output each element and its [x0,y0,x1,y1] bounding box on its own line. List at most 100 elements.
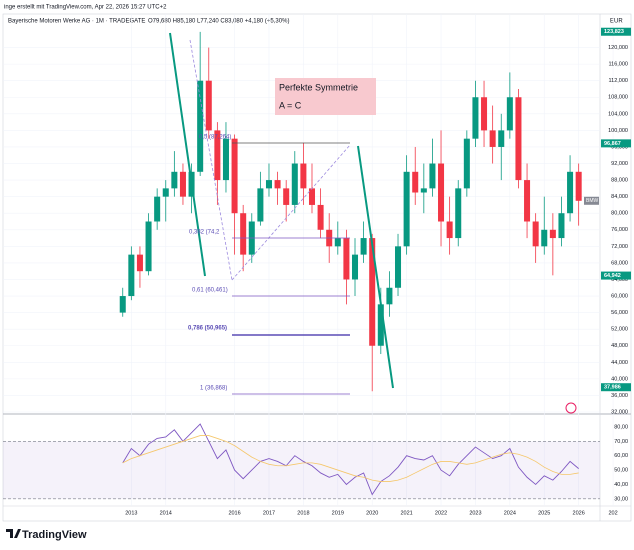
note: A = C [279,100,302,110]
x-tick-label: 2020 [366,510,378,516]
y-tick-label: 100,000 [608,128,628,134]
y-tick-label: 92,000 [611,161,628,167]
x-tick-label: 2024 [504,510,516,516]
candle-body [274,180,281,189]
price-tag [601,27,631,36]
fib-label: 1 (36,868) [200,386,227,392]
candle-body [549,229,556,239]
y-tick-label: 30,00 [614,496,628,502]
candle-body [119,296,126,313]
y-tick-label: 120,000 [608,45,628,51]
x-tick-label: 2026 [573,510,585,516]
price-tag-label: 123,823 [604,29,624,35]
candle-body [377,304,384,346]
fib-label: 0,61 (60,461) [192,288,228,294]
x-tick-label: 2022 [435,510,447,516]
candle-body [395,246,402,288]
logo-icon [6,529,21,538]
trend-line [357,145,394,389]
quote: O79,680 H85,180 L77,240 C83,080 +4,180 (… [148,19,289,25]
y-tick-label: 84,000 [611,194,628,200]
candle-body [429,163,436,189]
rsi-line [122,435,579,482]
y-tick-label: 32,000 [611,409,628,415]
candle-body [541,229,548,247]
candle-body [197,80,204,172]
candle-body [265,180,272,189]
x-tick-label: 2017 [263,510,275,516]
rsi-line [122,423,579,496]
candle-body [334,238,341,247]
candle-body [171,171,178,189]
y-tick-label: 68,000 [611,260,628,266]
y-tick-label: 104,000 [608,111,628,117]
chart-title: Bayerische Motoren Werke AG · 1M · TRADE… [8,19,145,25]
x-tick-label: 2016 [228,510,240,516]
candle-body [575,171,582,201]
y-tick-label: 70,00 [614,439,628,445]
drawings: 0,5 (87,264) 0,382 (74,2 0,61 (60,461) 0… [169,32,577,414]
y-tick-label: 60,000 [611,293,628,299]
price-tag [601,383,631,392]
candle-body [515,97,522,181]
candle-body [317,204,324,230]
alert-icon[interactable] [565,402,577,414]
price-tag-label: 64,942 [604,273,621,279]
candle-body [136,254,143,272]
header: inge erstellt mit TradingView.com, Apr 2… [4,5,167,11]
candle-body [567,171,574,214]
price-tag [601,139,631,148]
x-tick-label: 2025 [538,510,550,516]
y-tick-label: 50,00 [614,468,628,474]
x-tick-label: 2014 [160,510,172,516]
trend-line [169,32,206,277]
y-tick-label: 56,000 [611,310,628,316]
y-tick-label: 108,000 [608,95,628,101]
candle-body [179,171,186,197]
y-tick-label: 80,000 [611,211,628,217]
logo: TradingView [22,529,87,541]
y-tick-label: 116,000 [609,62,628,68]
candle-body [214,130,221,181]
y-tick-label: 36,000 [611,393,628,399]
price-pane: 2013 2014 2016 2017 2018 2019 2020 2021 2022 2023… [3,14,631,516]
candle-body [438,163,445,222]
y-tick-label: 72,000 [611,244,628,250]
candle-body [532,221,539,247]
candle-body [489,130,496,147]
candle-body [420,188,427,193]
candle-body [463,138,470,189]
y-tick-label: 88,000 [611,178,628,184]
candle-body [472,97,479,139]
x-tick-label: 2018 [297,510,309,516]
candle-body [446,221,453,239]
rsi-band [3,441,600,499]
fib-label: 0,786 (50,965) [188,326,227,332]
y-tick-label: 64,000 [611,277,628,283]
candle-body [162,188,169,197]
candle-body [506,97,513,131]
x-tick-label: 2013 [125,510,137,516]
candle-body [481,97,488,131]
y-tick-label: 40,00 [614,482,628,488]
y-tick-label: 44,000 [611,360,628,366]
candle-body [386,287,393,305]
candle-body [240,213,247,255]
x-tick-label: 2023 [469,510,481,516]
candle-body [231,138,238,214]
y-tick-label: 96,000 [611,144,628,150]
candle-body [145,221,152,272]
candle-body [351,254,359,280]
candle-body [343,238,350,280]
candle-body [558,213,565,239]
currency: EUR [610,19,623,25]
y-tick-label: 52,000 [611,327,628,333]
x-tick-label: 202 [608,510,617,516]
frame [2,13,632,522]
price-tag-label: 37,986 [604,385,621,391]
y-tick-label: 112,000 [609,78,628,84]
candle-body [291,163,298,205]
candle-body [300,163,307,189]
